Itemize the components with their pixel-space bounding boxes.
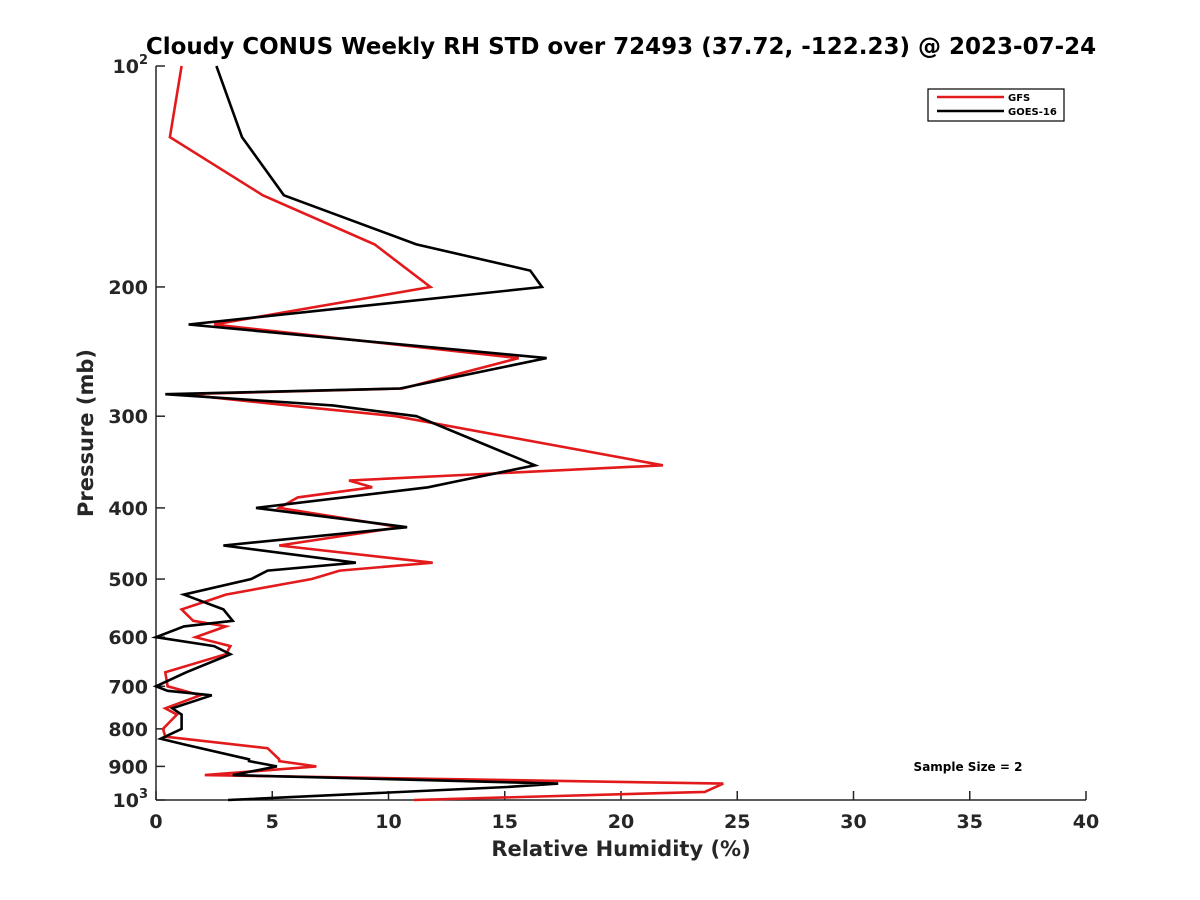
x-tick-label: 35 <box>957 811 983 833</box>
x-tick-label: 5 <box>266 811 279 833</box>
y-tick-exponent: 3 <box>139 787 148 802</box>
legend-label-goes16: GOES-16 <box>1008 107 1057 118</box>
x-ticks: 0 5 10 15 20 25 30 35 40 <box>149 791 1099 833</box>
y-tick-label: 102 <box>113 53 149 78</box>
y-axis-label: Pressure (mb) <box>74 349 98 517</box>
y-tick-exponent: 2 <box>139 53 148 68</box>
legend-box <box>927 88 1065 122</box>
x-tick-label: 15 <box>492 811 518 833</box>
x-tick-label: 10 <box>375 811 401 833</box>
y-tick-label: 800 <box>108 719 148 741</box>
series-line-goes16 <box>150 65 559 802</box>
x-tick-label: 0 <box>149 811 162 833</box>
y-tick-label: 500 <box>108 569 148 591</box>
legend: GFS GOES-16 <box>927 88 1065 122</box>
y-tick-base: 10 <box>113 790 139 812</box>
plot-area: 0 5 10 15 20 25 30 35 40 10220030040050060070080… <box>108 53 1099 833</box>
sample-size-annotation: Sample Size = 2 <box>914 760 1023 774</box>
y-tick-label: 400 <box>108 498 148 520</box>
x-tick-label: 25 <box>724 811 750 833</box>
y-tick-label: 103 <box>113 787 149 812</box>
x-tick-label: 40 <box>1073 811 1099 833</box>
x-tick-label: 30 <box>840 811 866 833</box>
y-tick-label: 600 <box>108 627 148 649</box>
y-tick-base: 10 <box>113 56 139 78</box>
y-tick-label: 900 <box>108 756 148 778</box>
legend-label-gfs: GFS <box>1008 93 1030 104</box>
x-axis-label: Relative Humidity (%) <box>491 837 750 861</box>
y-tick-label: 300 <box>108 406 148 428</box>
y-tick-label: 200 <box>108 277 148 299</box>
series-line-gfs <box>161 65 724 802</box>
y-tick-label: 700 <box>108 676 148 698</box>
x-tick-label: 20 <box>608 811 634 833</box>
series-lines <box>150 65 724 802</box>
chart-title: Cloudy CONUS Weekly RH STD over 72493 (3… <box>146 34 1096 60</box>
